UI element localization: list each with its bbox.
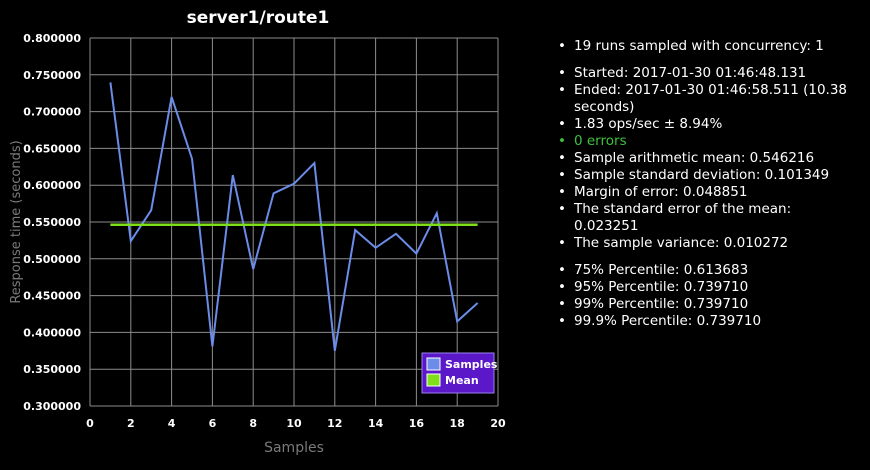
x-tick-label: 10: [286, 417, 302, 430]
series-layer: [109, 82, 479, 351]
y-tick-label: 0.650000: [23, 142, 81, 155]
x-axis-label: Samples: [264, 440, 324, 456]
legend-label-mean: Mean: [445, 374, 479, 387]
y-tick-label: 0.800000: [23, 32, 81, 45]
stat-p75: 75% Percentile: 0.613683: [556, 262, 856, 279]
y-tick-label: 0.600000: [23, 179, 81, 192]
samples-series-line: [109, 82, 479, 351]
y-tick-label: 0.450000: [23, 290, 81, 303]
stat-margin: Margin of error: 0.048851: [556, 184, 856, 201]
y-tick-label: 0.550000: [23, 216, 81, 229]
stat-ops: 1.83 ops/sec ± 8.94%: [556, 116, 856, 133]
x-tick-label: 6: [209, 417, 217, 430]
legend-swatch-mean: [426, 373, 441, 387]
x-tick-label: 8: [249, 417, 257, 430]
y-tick-label: 0.500000: [23, 253, 81, 266]
x-tick-label: 4: [168, 417, 176, 430]
y-tick-label: 0.750000: [23, 69, 81, 82]
axes: 0 2 4 6 8 10 12 14 16 18 20 0.300000 0.350000 0.40000…: [23, 32, 506, 430]
stat-variance: The sample variance: 0.010272: [556, 235, 856, 252]
grid: [90, 37, 499, 406]
stat-p99: 99% Percentile: 0.739710: [556, 296, 856, 313]
stat-stddev: Sample standard deviation: 0.101349: [556, 167, 856, 184]
y-tick-label: 0.300000: [23, 400, 81, 413]
y-tick-label: 0.350000: [23, 363, 81, 376]
x-tick-label: 12: [327, 417, 342, 430]
x-tick-label: 0: [86, 417, 94, 430]
x-tick-label: 2: [127, 417, 135, 430]
stats-list: 19 runs sampled with concurrency: 1 Star…: [556, 38, 856, 330]
legend-label-samples: Samples: [445, 358, 498, 371]
response-time-chart: server1/route1 0 2 4 6 8 10 12 14 16 18 20 0.300000…: [9, 8, 506, 456]
chart-title: server1/route1: [187, 8, 330, 28]
legend: Samples Mean: [421, 352, 498, 394]
stat-sem: The standard error of the mean: 0.023251: [556, 201, 856, 235]
x-tick-label: 16: [409, 417, 425, 430]
stat-started: Started: 2017-01-30 01:46:48.131: [556, 65, 856, 82]
y-axis-label: Response time (seconds): [9, 140, 24, 303]
y-tick-label: 0.700000: [23, 106, 81, 119]
stat-p999: 99.9% Percentile: 0.739710: [556, 313, 856, 330]
stat-p95: 95% Percentile: 0.739710: [556, 279, 856, 296]
y-tick-label: 0.400000: [23, 326, 81, 339]
x-tick-label: 18: [450, 417, 465, 430]
x-tick-label: 14: [368, 417, 384, 430]
stat-ended: Ended: 2017-01-30 01:46:58.511 (10.38 se…: [556, 82, 856, 116]
stat-mean: Sample arithmetic mean: 0.546216: [556, 150, 856, 167]
stat-runs: 19 runs sampled with concurrency: 1: [556, 38, 856, 55]
legend-swatch-samples: [426, 357, 441, 371]
x-tick-label: 20: [490, 417, 506, 430]
stat-errors: 0 errors: [556, 133, 856, 150]
